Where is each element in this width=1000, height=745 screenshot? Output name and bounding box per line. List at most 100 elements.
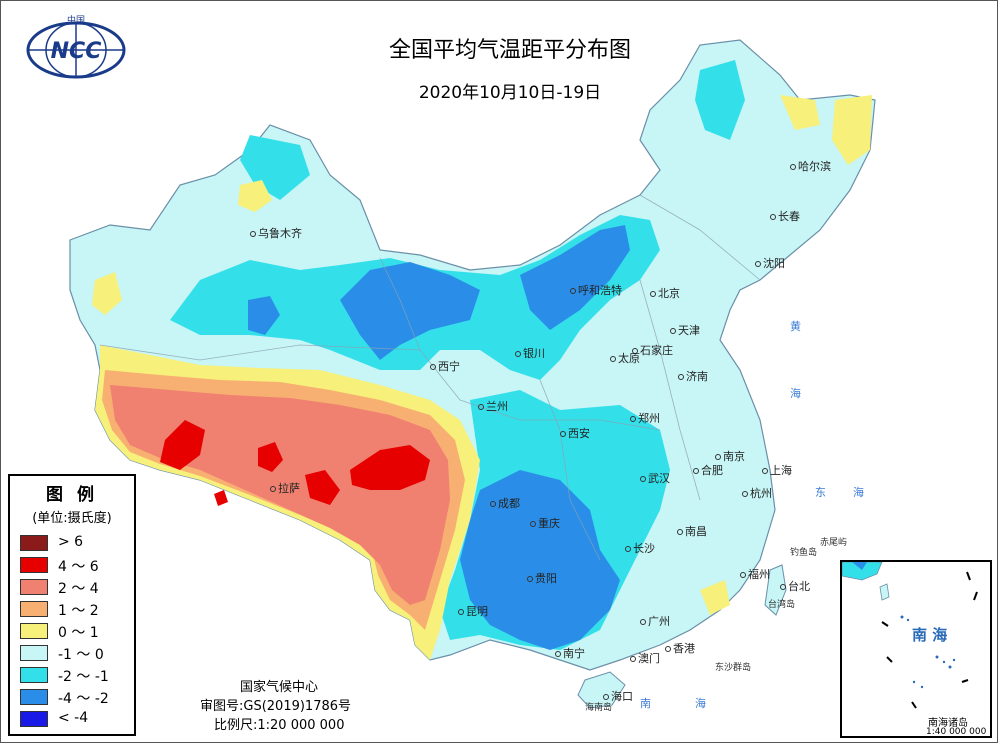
city-marker-icon <box>693 468 699 474</box>
anomaly-zone-0-1-xinjiang <box>238 180 272 212</box>
legend-item: -4 ～ -2 <box>20 688 130 707</box>
anomaly-zone-0-1-fujian <box>700 580 730 615</box>
city-marker-icon <box>630 656 636 662</box>
city-name: 长沙 <box>633 542 655 555</box>
legend-item: < -4 <box>20 710 130 728</box>
south-china-sea-inset: 南 海 南海诸岛 1:40 000 000 <box>840 560 992 738</box>
city-marker-icon <box>640 476 646 482</box>
city-marker-icon <box>490 501 496 507</box>
city-marker-icon <box>527 576 533 582</box>
city-marker-icon <box>630 416 636 422</box>
legend-swatch <box>20 667 48 683</box>
china-base-region <box>69 39 876 671</box>
city-marker-icon <box>678 374 684 380</box>
city-name: 北京 <box>658 287 680 300</box>
city-name: 长春 <box>778 210 800 223</box>
city-label: 石家庄 <box>632 342 673 358</box>
city-label: 台北 <box>780 578 810 594</box>
city-label: 贵阳 <box>527 570 557 586</box>
city-label: 昆明 <box>458 603 488 619</box>
city-label: 成都 <box>490 495 520 511</box>
legend-swatch <box>20 601 48 617</box>
legend-item: -2 ～ -1 <box>20 666 130 685</box>
city-marker-icon <box>780 584 786 590</box>
city-name: 兰州 <box>486 400 508 413</box>
legend-label: > 6 <box>58 534 84 550</box>
city-label: 郑州 <box>630 410 660 426</box>
city-label: 北京 <box>650 285 680 301</box>
ncc-logo: NCC 中国 <box>24 14 128 80</box>
sea-label-huang-2: 海 <box>790 387 801 400</box>
legend-title: 图 例 <box>46 485 98 505</box>
city-label: 上海 <box>762 462 792 478</box>
city-name: 南昌 <box>685 525 707 538</box>
city-label: 杭州 <box>742 485 772 501</box>
city-marker-icon <box>715 454 721 460</box>
map-credit: 国家气候中心 审图号:GS(2019)1786号 比例尺:1:20 000 00… <box>200 678 400 735</box>
legend-item: > 6 <box>20 534 130 552</box>
city-name: 台北 <box>788 580 810 593</box>
city-marker-icon <box>762 468 768 474</box>
city-marker-icon <box>632 348 638 354</box>
city-name: 昆明 <box>466 605 488 618</box>
city-label: 沈阳 <box>755 255 785 271</box>
city-name: 拉萨 <box>278 482 300 495</box>
city-name: 上海 <box>770 464 792 477</box>
city-marker-icon <box>677 529 683 535</box>
city-label: 广州 <box>640 613 670 629</box>
city-label: 合肥 <box>693 462 723 478</box>
city-label: 天津 <box>670 322 700 338</box>
legend-label: < -4 <box>58 710 89 726</box>
city-marker-icon <box>250 231 256 237</box>
city-label: 拉萨 <box>270 480 300 496</box>
city-name: 福州 <box>748 568 770 581</box>
anomaly-zone-neg2-neg1-northeast <box>695 60 745 140</box>
city-marker-icon <box>740 572 746 578</box>
island-label-hainan: 海南岛 <box>585 703 613 713</box>
anomaly-zone-4-6-lhasa <box>305 470 340 505</box>
legend-unit: (单位:摄氏度) <box>32 511 112 526</box>
legend-label: -1 ～ 0 <box>58 647 104 663</box>
anomaly-zone-0-1-tarim <box>92 272 122 315</box>
city-marker-icon <box>530 521 536 527</box>
credit-org: 国家气候中心 <box>240 680 319 695</box>
city-name: 海口 <box>611 690 633 703</box>
city-label: 南昌 <box>677 523 707 539</box>
city-marker-icon <box>430 364 436 370</box>
city-name: 成都 <box>498 497 520 510</box>
city-marker-icon <box>650 291 656 297</box>
anomaly-zone-0-1-northeast <box>832 95 872 165</box>
city-marker-icon <box>790 164 796 170</box>
city-label: 太原 <box>610 350 640 366</box>
island-label-dongsha: 东沙群岛 <box>715 663 752 673</box>
city-marker-icon <box>560 431 566 437</box>
city-label: 长春 <box>770 208 800 224</box>
city-name: 沈阳 <box>763 257 785 270</box>
city-label: 澳门 <box>630 650 660 666</box>
anomaly-zone-neg4-neg2-huabei <box>520 225 630 330</box>
city-marker-icon <box>458 609 464 615</box>
legend-item: 4 ～ 6 <box>20 556 130 575</box>
city-name: 太原 <box>618 352 640 365</box>
ncc-globe-logo-icon: NCC 中国 <box>26 14 126 79</box>
inset-label: 南 海 <box>912 626 948 644</box>
city-name: 西宁 <box>438 360 460 373</box>
city-marker-icon <box>570 288 576 294</box>
anomaly-zone-neg4-neg2-sichuan <box>460 470 620 650</box>
city-name: 呼和浩特 <box>578 284 622 297</box>
city-label: 西安 <box>560 425 590 441</box>
city-name: 南宁 <box>563 647 585 660</box>
hainan-island <box>577 671 626 709</box>
city-name: 杭州 <box>750 487 772 500</box>
anomaly-zone-4-6-small <box>214 490 228 506</box>
city-label: 重庆 <box>530 515 560 531</box>
legend-label: 1 ～ 2 <box>58 603 99 619</box>
legend-item: 0 ～ 1 <box>20 622 130 641</box>
city-name: 澳门 <box>638 652 660 665</box>
city-label: 福州 <box>740 566 770 582</box>
logo-top-text: 中国 <box>67 14 85 26</box>
city-name: 南京 <box>723 450 745 463</box>
sea-label-nan-1: 南 <box>640 697 651 710</box>
city-marker-icon <box>742 491 748 497</box>
